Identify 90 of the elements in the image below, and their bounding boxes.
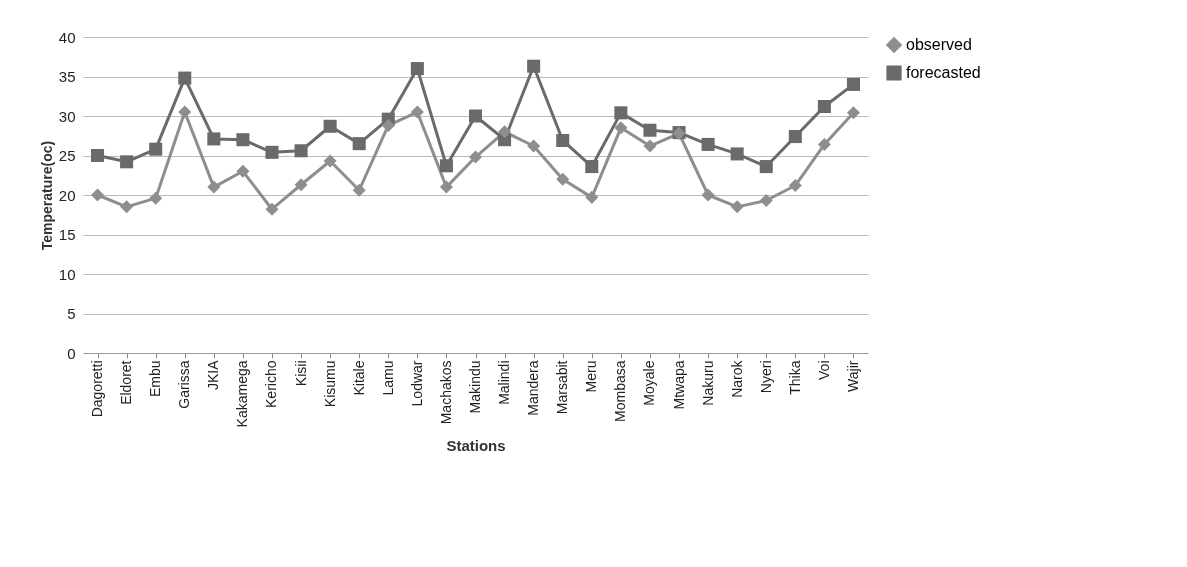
point bbox=[730, 147, 744, 161]
point bbox=[527, 139, 541, 153]
point bbox=[149, 142, 163, 156]
y-axis-title: Temperature(oc) bbox=[38, 140, 55, 251]
point bbox=[439, 159, 453, 173]
point bbox=[701, 188, 715, 202]
point bbox=[294, 144, 308, 158]
y-tick-label: 20 bbox=[58, 186, 76, 204]
x-tick-label: Eldoret bbox=[118, 360, 135, 405]
point bbox=[614, 106, 628, 120]
x-tick-label: Embu bbox=[147, 360, 164, 398]
y-tick-label: 25 bbox=[58, 147, 76, 164]
point bbox=[352, 183, 366, 197]
point bbox=[207, 132, 221, 146]
x-tick-label: Voi bbox=[815, 360, 832, 380]
point bbox=[439, 180, 453, 194]
point bbox=[120, 200, 134, 214]
x-tick-label: Moyale bbox=[641, 360, 658, 406]
point bbox=[817, 137, 831, 151]
point bbox=[846, 77, 860, 91]
x-tick-label: Kakamega bbox=[234, 360, 251, 428]
point bbox=[585, 190, 599, 204]
point bbox=[468, 150, 483, 164]
point bbox=[701, 137, 715, 151]
point bbox=[265, 202, 279, 216]
y-tick-label: 30 bbox=[58, 107, 76, 125]
x-tick-label: Mandera bbox=[525, 360, 542, 416]
x-tick-label: JKIA bbox=[205, 359, 222, 391]
point bbox=[207, 180, 221, 194]
x-tick-label: Meru bbox=[583, 360, 600, 393]
x-tick-label: Mtwapa bbox=[670, 360, 687, 410]
point bbox=[759, 160, 773, 174]
legend-label: observed bbox=[906, 36, 972, 53]
y-tick-label: 10 bbox=[58, 265, 76, 283]
point bbox=[352, 137, 366, 151]
point bbox=[556, 172, 570, 186]
x-tick-label: Mombasa bbox=[612, 360, 629, 422]
point bbox=[788, 130, 802, 144]
point bbox=[730, 200, 744, 214]
point bbox=[556, 133, 570, 148]
point bbox=[236, 133, 250, 147]
point bbox=[788, 179, 802, 193]
point bbox=[643, 123, 657, 137]
x-tick-label: Kisii bbox=[292, 360, 309, 387]
x-tick-label: Lodwar bbox=[408, 360, 425, 407]
x-tick-label: Machakos bbox=[437, 360, 454, 425]
point bbox=[120, 155, 134, 169]
x-tick-label: Garissa bbox=[176, 360, 193, 409]
point bbox=[527, 59, 541, 73]
point bbox=[846, 106, 860, 120]
point bbox=[294, 178, 308, 192]
x-tick-label: Dagoretti bbox=[89, 360, 106, 418]
x-tick-label: Kisumu bbox=[321, 360, 338, 408]
point bbox=[410, 62, 424, 76]
point bbox=[468, 109, 483, 123]
x-tick-label: Lamu bbox=[379, 360, 396, 396]
point bbox=[614, 121, 628, 135]
x-tick-label: Malindi bbox=[496, 360, 513, 405]
y-tick-label: 0 bbox=[67, 344, 76, 362]
point bbox=[178, 71, 192, 85]
point bbox=[498, 125, 512, 139]
point bbox=[585, 160, 599, 174]
point bbox=[91, 148, 105, 163]
point bbox=[410, 105, 424, 119]
x-tick-label: Thika bbox=[786, 360, 803, 395]
point bbox=[323, 119, 337, 133]
x-axis-title: Stations bbox=[446, 437, 506, 455]
point bbox=[323, 154, 337, 168]
x-tick-label: Wajir bbox=[844, 360, 861, 392]
point bbox=[236, 164, 250, 178]
point bbox=[643, 139, 657, 153]
x-tick-label: Nakuru bbox=[699, 360, 716, 406]
point bbox=[817, 100, 831, 114]
point bbox=[149, 191, 163, 205]
x-tick-label: Marsabit bbox=[554, 360, 571, 415]
legend-label: forecasted bbox=[906, 64, 981, 81]
point bbox=[381, 118, 395, 132]
point bbox=[91, 188, 105, 202]
x-tick-label: Makindu bbox=[467, 360, 483, 414]
point bbox=[178, 105, 192, 119]
y-tick-label: 40 bbox=[58, 28, 76, 46]
point bbox=[759, 194, 773, 208]
x-tick-label: Kitale bbox=[350, 360, 367, 396]
x-tick-label: Kericho bbox=[263, 360, 280, 408]
y-tick-label: 35 bbox=[58, 68, 76, 85]
x-tick-label: Nyeri bbox=[757, 360, 774, 394]
y-tick-label: 15 bbox=[58, 226, 76, 243]
y-tick-label: 5 bbox=[67, 305, 76, 322]
point bbox=[265, 145, 279, 159]
x-tick-label: Narok bbox=[728, 359, 745, 398]
